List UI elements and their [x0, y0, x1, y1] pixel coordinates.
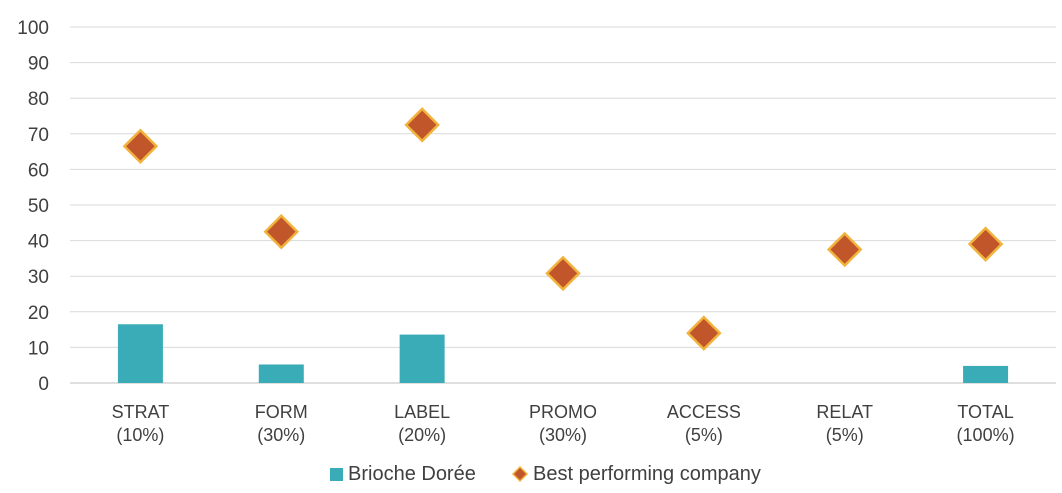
- x-tick-label-line: ACCESS: [667, 402, 741, 422]
- diamond-point: [686, 315, 722, 351]
- diamond-point: [967, 226, 1004, 262]
- legend-label: Brioche Dorée: [348, 463, 476, 485]
- x-tick-label-line: (5%): [826, 425, 864, 445]
- bar: [963, 365, 1009, 383]
- x-tick-label-line: PROMO: [529, 402, 597, 422]
- y-tick-label: 90: [28, 54, 49, 75]
- y-tick-label: 80: [28, 89, 49, 110]
- legend-swatch-diamond: [511, 465, 529, 483]
- y-tick-label: 70: [28, 125, 49, 146]
- x-tick-label-line: (100%): [957, 425, 1015, 445]
- legend-label: Best performing company: [533, 463, 761, 485]
- y-tick-label: 30: [28, 267, 49, 288]
- y-axis-ticks: 0 10 20 30 40 50 60 70 80 90 100: [17, 18, 49, 395]
- y-tick-label: 0: [38, 374, 49, 395]
- x-tick-label: FORM (30%): [255, 402, 308, 445]
- diamond-point: [263, 213, 300, 250]
- x-tick-label: ACCESS (5%): [667, 402, 741, 445]
- x-tick-label: PROMO (30%): [529, 402, 597, 445]
- gridlines: [70, 26, 1056, 384]
- legend-swatch-bar: [330, 468, 343, 481]
- x-tick-label-line: TOTAL: [957, 402, 1013, 422]
- bar: [399, 334, 445, 383]
- legend: Brioche Dorée Best performing company: [330, 463, 761, 485]
- y-tick-label: 50: [28, 196, 49, 217]
- x-tick-label: RELAT (5%): [816, 402, 873, 445]
- diamond-point: [122, 128, 159, 165]
- diamond-point: [826, 231, 863, 268]
- x-tick-label-line: FORM: [255, 402, 308, 422]
- x-axis-ticks: STRAT (10%) FORM (30%) LABEL (20%) PROMO (30%) A…: [112, 402, 1015, 445]
- x-tick-label: STRAT (10%): [112, 402, 170, 445]
- x-tick-label-line: (30%): [257, 425, 305, 445]
- x-tick-label: LABEL (20%): [394, 402, 450, 445]
- diamond-point: [404, 107, 440, 143]
- x-tick-label-line: LABEL: [394, 402, 450, 422]
- point-series: [122, 107, 1004, 351]
- x-tick-label-line: (5%): [685, 425, 723, 445]
- bar: [258, 364, 304, 383]
- x-tick-label-line: (20%): [398, 425, 446, 445]
- y-tick-label: 10: [28, 338, 49, 359]
- x-tick-label-line: RELAT: [816, 402, 873, 422]
- x-tick-label-line: (30%): [539, 425, 587, 445]
- y-tick-label: 20: [28, 303, 49, 324]
- x-tick-label-line: (10%): [116, 425, 164, 445]
- y-tick-label: 40: [28, 232, 49, 253]
- bar: [117, 324, 163, 383]
- y-tick-label: 60: [28, 160, 49, 181]
- diamond-point: [545, 255, 581, 292]
- x-tick-label: TOTAL (100%): [957, 402, 1015, 445]
- bar-series: [117, 324, 1009, 383]
- y-tick-label: 100: [17, 18, 49, 39]
- x-tick-label-line: STRAT: [112, 402, 170, 422]
